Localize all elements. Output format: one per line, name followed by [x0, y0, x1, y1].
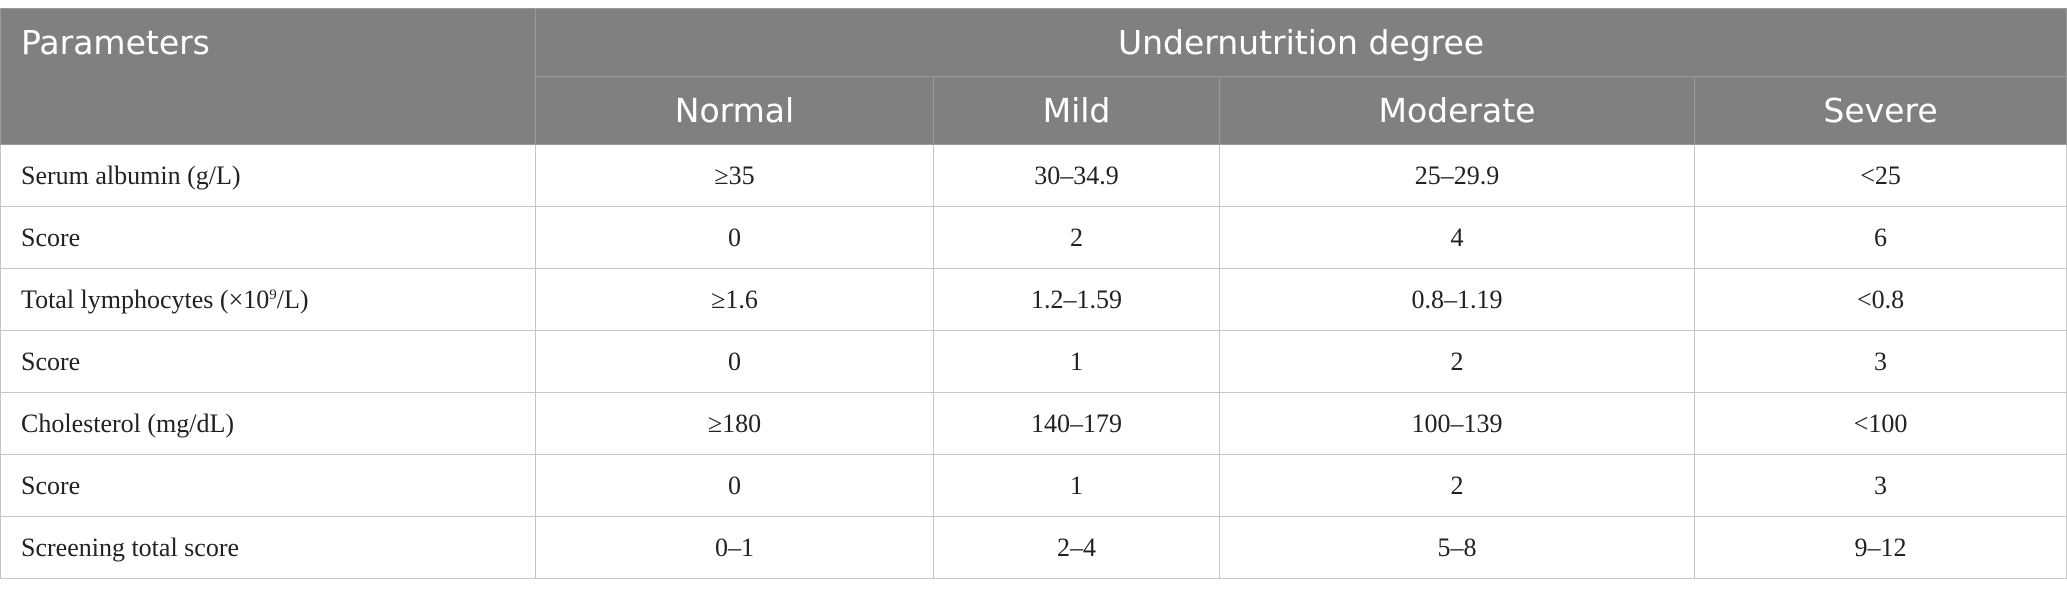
- cell-normal: 0: [535, 206, 934, 269]
- cell-moderate: 100–139: [1219, 392, 1695, 455]
- cell-moderate: 25–29.9: [1219, 144, 1695, 207]
- table-row: Score 0 2 4 6: [0, 206, 2067, 269]
- cell-moderate: 4: [1219, 206, 1695, 269]
- header-row-columns: Normal Mild Moderate Severe: [1, 76, 2067, 145]
- row-label-cholesterol: Cholesterol (mg/dL): [0, 392, 536, 455]
- header-normal: Normal: [535, 76, 934, 145]
- cell-severe: <25: [1693, 144, 2067, 207]
- table-body: Serum albumin (g/L) ≥35 30–34.9 25–29.9 …: [0, 144, 2067, 579]
- cell-mild: 2–4: [933, 516, 1220, 579]
- row-label-score: Score: [0, 206, 536, 269]
- cell-normal: 0: [535, 330, 934, 393]
- label-superscript: 9: [269, 286, 277, 303]
- header-row-top: Parameters Undernutrition degree: [0, 8, 2067, 145]
- header-moderate: Moderate: [1219, 76, 1695, 145]
- header-mild: Mild: [933, 76, 1220, 145]
- cell-moderate: 2: [1219, 454, 1695, 517]
- row-label-score: Score: [0, 454, 536, 517]
- cell-severe: 3: [1693, 330, 2067, 393]
- header-undernutrition-degree: Undernutrition degree: [534, 8, 2067, 77]
- table-row: Cholesterol (mg/dL) ≥180 140–179 100–139…: [0, 392, 2067, 455]
- label-text: Total lymphocytes (×10: [21, 284, 270, 314]
- table-row: Score 0 1 2 3: [0, 330, 2067, 393]
- cell-moderate: 2: [1219, 330, 1695, 393]
- cell-mild: 2: [933, 206, 1220, 269]
- table-header: Parameters Undernutrition degree Normal …: [0, 8, 2067, 145]
- cell-moderate: 5–8: [1219, 516, 1695, 579]
- row-label-serum-albumin: Serum albumin (g/L): [0, 144, 536, 207]
- cell-severe: <100: [1693, 392, 2067, 455]
- cell-mild: 1.2–1.59: [933, 268, 1220, 331]
- cell-severe: 3: [1693, 454, 2067, 517]
- cell-severe: 6: [1693, 206, 2067, 269]
- header-severe: Severe: [1693, 76, 2067, 145]
- row-label-screening-total-score: Screening total score: [0, 516, 536, 579]
- undernutrition-table: Parameters Undernutrition degree Normal …: [0, 8, 2067, 579]
- row-label-total-lymphocytes: Total lymphocytes (×109/L): [0, 268, 536, 331]
- table-row: Screening total score 0–1 2–4 5–8 9–12: [0, 516, 2067, 579]
- label-text-end: /L): [276, 284, 309, 314]
- cell-normal: 0–1: [535, 516, 934, 579]
- cell-severe: <0.8: [1693, 268, 2067, 331]
- cell-normal: 0: [535, 454, 934, 517]
- cell-mild: 1: [933, 454, 1220, 517]
- table-row: Serum albumin (g/L) ≥35 30–34.9 25–29.9 …: [0, 144, 2067, 207]
- row-label-score: Score: [0, 330, 536, 393]
- cell-mild: 1: [933, 330, 1220, 393]
- cell-normal: ≥1.6: [535, 268, 934, 331]
- cell-mild: 30–34.9: [933, 144, 1220, 207]
- cell-mild: 140–179: [933, 392, 1220, 455]
- table-row: Total lymphocytes (×109/L) ≥1.6 1.2–1.59…: [0, 268, 2067, 331]
- cell-severe: 9–12: [1693, 516, 2067, 579]
- cell-normal: ≥35: [535, 144, 934, 207]
- cell-moderate: 0.8–1.19: [1219, 268, 1695, 331]
- cell-normal: ≥180: [535, 392, 934, 455]
- table-row: Score 0 1 2 3: [0, 454, 2067, 517]
- header-parameters: Parameters: [0, 8, 536, 145]
